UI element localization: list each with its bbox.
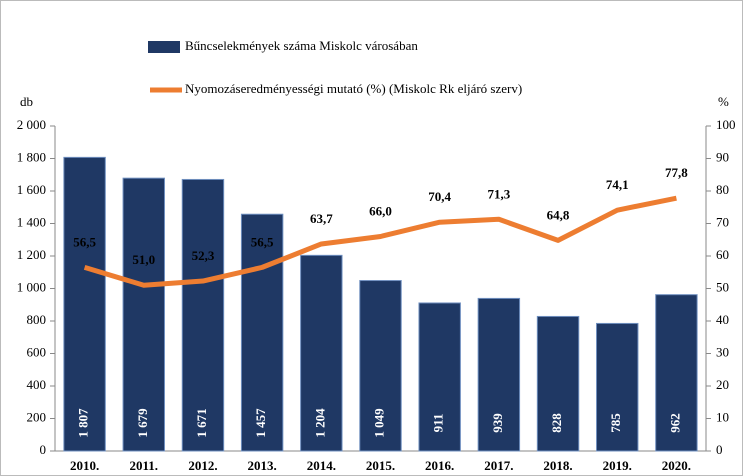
y2-tick-label: 30 [716, 344, 729, 359]
x-tick-label: 2013. [248, 458, 277, 473]
legend-label: Nyomozáseredményességi mutató (%) (Misko… [185, 81, 522, 96]
y2-tick-label: 100 [716, 117, 736, 132]
y2-tick-label: 40 [716, 312, 729, 327]
bar-value-label: 1 671 [194, 408, 209, 437]
x-tick-label: 2017. [484, 458, 513, 473]
y-tick-label: 600 [27, 344, 47, 359]
line-value-label: 52,3 [192, 248, 215, 263]
y-tick-label: 800 [27, 312, 47, 327]
line-value-label: 51,0 [132, 252, 155, 267]
page: db % 02004006008001 0001 2001 4001 6001 … [0, 0, 743, 476]
y2-tick-label: 50 [716, 279, 729, 294]
y2-tick-label: 80 [716, 182, 729, 197]
y-tick-label: 400 [27, 377, 47, 392]
bar-value-label: 785 [608, 413, 623, 433]
y2-tick-label: 20 [716, 377, 729, 392]
y2-tick-label: 0 [716, 442, 723, 457]
x-tick-label: 2018. [543, 458, 572, 473]
bar-value-label: 939 [490, 413, 505, 433]
line-value-label: 56,5 [251, 234, 274, 249]
y2-axis-label: % [718, 94, 729, 109]
line-value-label: 71,3 [487, 186, 510, 201]
y-tick-label: 1 600 [17, 182, 46, 197]
legend-label: Bűncselekmények száma Miskolc városában [185, 38, 418, 53]
x-tick-label: 2015. [366, 458, 395, 473]
y2-tick-label: 70 [716, 214, 729, 229]
line-value-label: 63,7 [310, 211, 333, 226]
legend-swatch [148, 41, 180, 53]
bar-value-label: 1 679 [135, 408, 150, 438]
line-value-label: 56,5 [73, 234, 96, 249]
bar-value-label: 1 204 [312, 408, 327, 438]
bar-value-label: 828 [549, 413, 564, 433]
bar-value-label: 1 807 [76, 408, 91, 438]
chart: db % 02004006008001 0001 2001 4001 6001 … [0, 0, 743, 476]
y2-tick-label: 90 [716, 149, 729, 164]
line-value-label: 70,4 [428, 189, 451, 204]
x-tick-label: 2020. [662, 458, 691, 473]
bar [64, 157, 105, 451]
y2-tick-label: 10 [716, 409, 729, 424]
bar-value-label: 1 457 [253, 408, 268, 438]
y-tick-label: 1 400 [17, 214, 46, 229]
y-tick-label: 1 800 [17, 149, 46, 164]
y-tick-label: 1 000 [17, 279, 46, 294]
x-tick-label: 2014. [307, 458, 336, 473]
y-axis-label: db [20, 94, 33, 109]
bar-value-label: 962 [667, 413, 682, 433]
bar-value-label: 911 [431, 414, 446, 433]
y-tick-label: 0 [40, 442, 47, 457]
y-tick-label: 200 [27, 409, 47, 424]
line-value-label: 77,8 [665, 165, 688, 180]
x-tick-label: 2019. [603, 458, 632, 473]
y-tick-label: 2 000 [17, 117, 46, 132]
y-tick-label: 1 200 [17, 247, 46, 262]
x-tick-label: 2010. [70, 458, 99, 473]
x-tick-label: 2016. [425, 458, 454, 473]
y2-tick-label: 60 [716, 247, 729, 262]
x-tick-label: 2012. [188, 458, 217, 473]
line-value-label: 74,1 [606, 177, 629, 192]
bar-value-label: 1 049 [371, 408, 386, 438]
x-tick-label: 2011. [129, 458, 158, 473]
line-value-label: 64,8 [547, 207, 570, 222]
line-value-label: 66,0 [369, 203, 392, 218]
